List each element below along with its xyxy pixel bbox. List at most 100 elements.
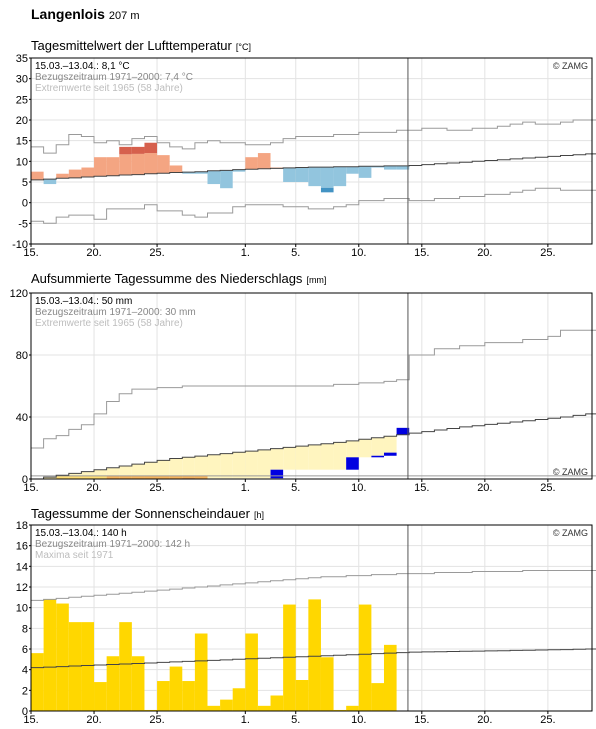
sunshine-bar xyxy=(144,709,158,711)
temperature-anomaly-bar xyxy=(182,172,195,174)
temperature-anomaly-bar xyxy=(371,166,384,168)
precipitation-ytick-label: 120 xyxy=(10,288,28,300)
temperature-ytick-label: 15 xyxy=(16,136,28,148)
temperature-anomaly-bar xyxy=(68,169,82,178)
sunshine-bar xyxy=(194,633,208,711)
sunshine-bar xyxy=(270,695,284,711)
temperature-title-text: Tagesmittelwert der Lufttemperatur xyxy=(31,38,233,53)
sunshine-bar xyxy=(68,622,82,711)
precipitation-fringe-bar xyxy=(68,475,82,479)
temperature-anomaly-bar xyxy=(333,166,347,187)
precipitation-deficit-bar xyxy=(131,464,145,479)
temperature-xtick-label: 25. xyxy=(540,247,555,259)
precipitation-watermark: © ZAMG xyxy=(553,467,588,477)
precipitation-xtick-label: 20. xyxy=(477,482,492,494)
precipitation-fringe-bar xyxy=(182,475,195,479)
precipitation-fringe-bar xyxy=(194,475,208,479)
sunshine-ytick-label: 14 xyxy=(16,561,28,573)
sunshine-xtick-label: 1. xyxy=(241,714,250,726)
sunshine-bar xyxy=(295,680,309,711)
temperature-ytick-label: -10 xyxy=(12,239,28,251)
precipitation-fringe-bar xyxy=(157,475,170,479)
precipitation-fringe-bar xyxy=(106,475,120,479)
precipitation-deficit-bar xyxy=(81,471,95,479)
temperature-anomaly-bar xyxy=(207,170,221,185)
precipitation-deficit-bar xyxy=(346,440,359,458)
precipitation-ytick-label: 0 xyxy=(22,474,28,486)
temperature-anomaly-bar xyxy=(245,157,258,170)
temperature-anomaly-bar xyxy=(283,167,296,182)
sunshine-bar xyxy=(169,666,183,711)
temperature-anomaly-bar xyxy=(157,155,170,174)
precipitation-xtick-label: 15. xyxy=(23,482,38,494)
temperature-anomaly-bar xyxy=(257,153,271,169)
temperature-anomaly-bar-strong xyxy=(131,146,145,154)
sunshine-frame xyxy=(30,524,593,712)
sunshine-xtick-label: 15. xyxy=(23,714,38,726)
temperature-normal-line xyxy=(31,153,596,181)
sunshine-bar xyxy=(220,699,233,711)
sunshine-normal-line xyxy=(31,648,596,669)
precipitation-deficit-bar xyxy=(207,454,221,479)
temperature-ytick-label: 30 xyxy=(16,74,28,86)
temperature-anomaly-bar xyxy=(194,171,208,174)
temperature-ytick-label: 25 xyxy=(16,94,28,106)
sunshine-bar xyxy=(207,705,221,711)
precipitation-daily-bar xyxy=(383,452,397,456)
sunshine-legend-line: Maxima seit 1971 xyxy=(35,550,114,561)
sunshine-ytick-label: 2 xyxy=(22,685,28,697)
temperature-anomaly-bar xyxy=(119,154,132,175)
precipitation-deficit-bar xyxy=(295,446,309,470)
precipitation-xtick-label: 25. xyxy=(149,482,164,494)
sunshine-bar xyxy=(182,681,195,711)
sunshine-bar xyxy=(106,656,120,711)
sunshine-title: Tagessumme der Sonnenscheindauer [h] xyxy=(31,506,264,521)
precipitation-deficit-bar xyxy=(144,462,158,479)
temperature-anomaly-bar xyxy=(358,166,372,178)
precipitation-frame xyxy=(30,292,593,480)
temperature-legend-line: Extremwerte seit 1965 (58 Jahre) xyxy=(35,83,183,94)
temperature-panel: Tagesmittelwert der Lufttemperatur [°C] -1… xyxy=(12,38,596,259)
precipitation-daily-bar xyxy=(270,469,284,479)
precipitation-title-text: Aufsummierte Tagessumme des Niederschlag… xyxy=(31,271,303,286)
sunshine-unit: [h] xyxy=(254,510,264,520)
precipitation-deficit-bar xyxy=(245,451,258,479)
precipitation-legend-line: Bezugszeitraum 1971–2000: 30 mm xyxy=(35,307,196,318)
precipitation-deficit-bar xyxy=(106,467,120,479)
precipitation-deficit-bar xyxy=(358,439,372,458)
precipitation-daily-bar xyxy=(346,457,359,470)
precipitation-fringe-bar xyxy=(144,475,158,479)
temperature-anomaly-bar xyxy=(56,173,69,179)
precipitation-fringe-bar xyxy=(169,475,183,479)
temperature-watermark: © ZAMG xyxy=(553,61,588,71)
precipitation-extreme-max-line xyxy=(31,329,596,449)
temperature-anomaly-bar xyxy=(94,157,107,177)
temperature-xtick-label: 1. xyxy=(241,247,250,259)
sunshine-maxima-line xyxy=(31,570,596,601)
precipitation-deficit-bar xyxy=(320,443,334,470)
precipitation-deficit-bar xyxy=(308,444,321,470)
temperature-anomaly-bar xyxy=(295,167,309,182)
precipitation-deficit-bar xyxy=(43,477,57,479)
precipitation-deficit-bar xyxy=(157,460,170,479)
sunshine-ytick-label: 6 xyxy=(22,644,28,656)
temperature-anomaly-bar xyxy=(31,171,44,180)
sunshine-bar xyxy=(371,683,384,711)
temperature-anomaly-bar xyxy=(232,169,246,172)
sunshine-bar xyxy=(43,599,57,711)
precipitation-deficit-bar xyxy=(333,442,347,470)
temperature-frame xyxy=(30,57,593,245)
precipitation-panel: Aufsummierte Tagessumme des Niederschlag… xyxy=(10,271,596,494)
temperature-anomaly-bar xyxy=(169,165,183,173)
temperature-anomaly-bar xyxy=(144,153,158,174)
precipitation-legend-line: Extremwerte seit 1965 (58 Jahre) xyxy=(35,318,183,329)
temperature-xtick-label: 20. xyxy=(86,247,101,259)
sunshine-panel: Tagessumme der Sonnenscheindauer [h] 0 2 4 6 8… xyxy=(16,506,596,726)
temperature-ytick-label: 5 xyxy=(22,177,28,189)
temperature-anomaly-bar xyxy=(320,167,334,188)
precipitation-xtick-label: 20. xyxy=(86,482,101,494)
sunshine-bar xyxy=(119,622,132,711)
temperature-xtick-label: 5. xyxy=(291,247,300,259)
sunshine-ytick-label: 0 xyxy=(22,706,28,718)
